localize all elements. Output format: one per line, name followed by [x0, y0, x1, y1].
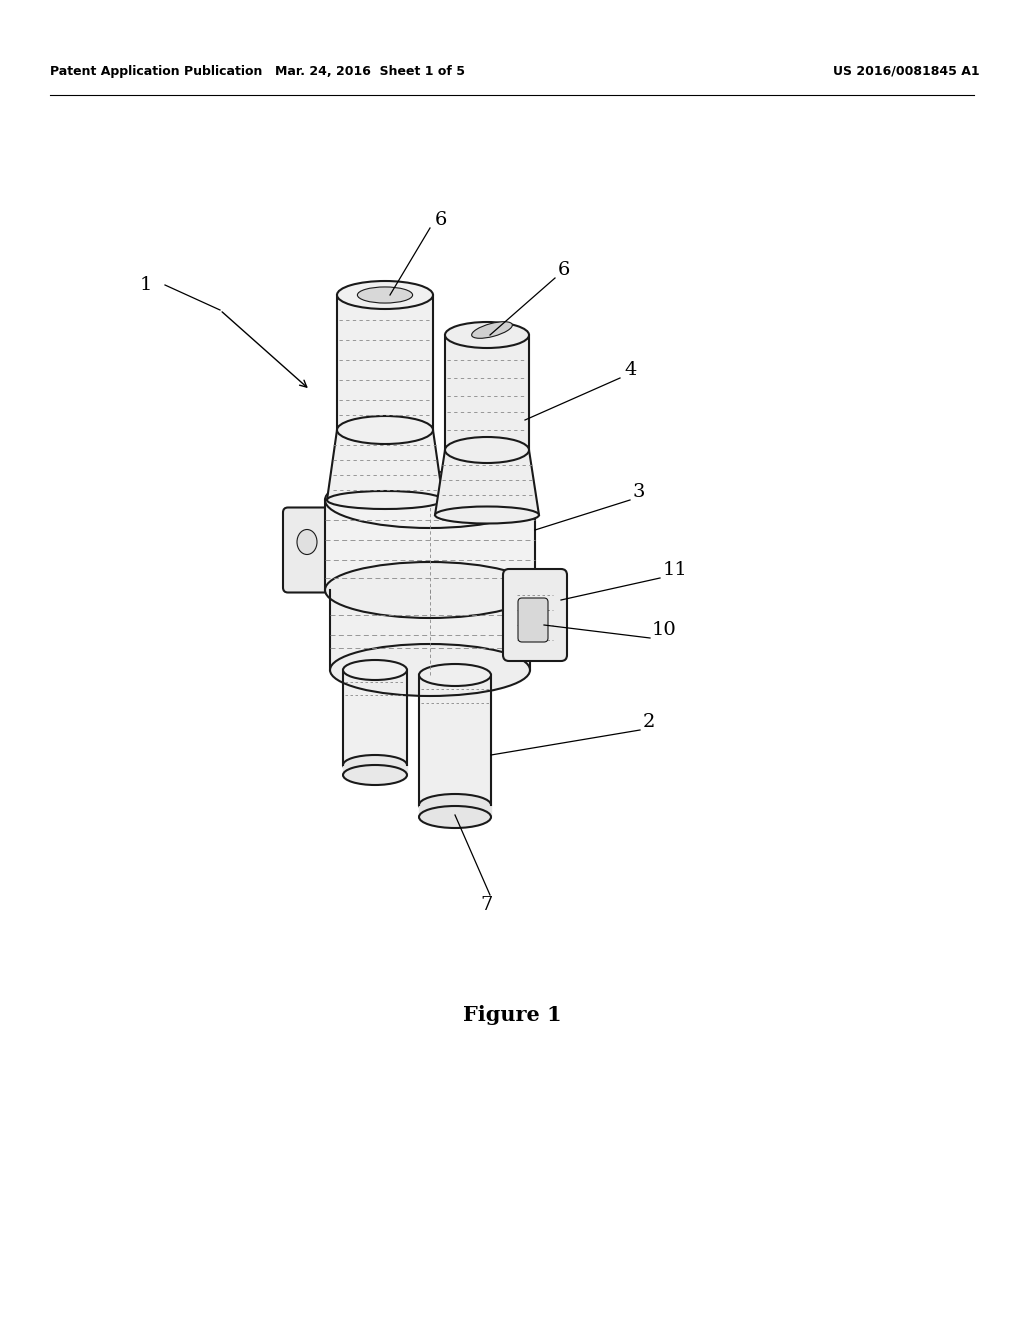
Ellipse shape [325, 562, 535, 618]
Ellipse shape [337, 281, 433, 309]
FancyBboxPatch shape [503, 569, 567, 661]
Ellipse shape [419, 664, 490, 686]
Text: 4: 4 [624, 360, 636, 379]
Polygon shape [327, 430, 443, 500]
Ellipse shape [325, 473, 535, 528]
Ellipse shape [330, 644, 530, 696]
Text: 7: 7 [480, 896, 493, 913]
Ellipse shape [343, 755, 407, 775]
Ellipse shape [343, 766, 407, 785]
Polygon shape [435, 450, 539, 515]
Text: Figure 1: Figure 1 [463, 1005, 561, 1026]
Text: Patent Application Publication: Patent Application Publication [50, 65, 262, 78]
Text: 2: 2 [643, 713, 655, 731]
Text: 6: 6 [558, 261, 570, 279]
Ellipse shape [445, 437, 529, 463]
Text: 1: 1 [140, 276, 153, 294]
Text: 10: 10 [652, 620, 677, 639]
FancyBboxPatch shape [518, 598, 548, 642]
Text: 11: 11 [663, 561, 688, 579]
Ellipse shape [343, 660, 407, 680]
Ellipse shape [419, 807, 490, 828]
Ellipse shape [435, 507, 539, 524]
Text: US 2016/0081845 A1: US 2016/0081845 A1 [834, 65, 980, 78]
Ellipse shape [419, 795, 490, 816]
Text: 6: 6 [435, 211, 447, 228]
FancyBboxPatch shape [270, 249, 620, 890]
Ellipse shape [297, 529, 317, 554]
Ellipse shape [445, 322, 529, 348]
Ellipse shape [327, 491, 443, 510]
Text: Mar. 24, 2016  Sheet 1 of 5: Mar. 24, 2016 Sheet 1 of 5 [275, 65, 465, 78]
Ellipse shape [337, 416, 433, 444]
Ellipse shape [357, 286, 413, 304]
Ellipse shape [472, 322, 512, 338]
Text: 3: 3 [633, 483, 645, 502]
FancyBboxPatch shape [283, 507, 331, 593]
